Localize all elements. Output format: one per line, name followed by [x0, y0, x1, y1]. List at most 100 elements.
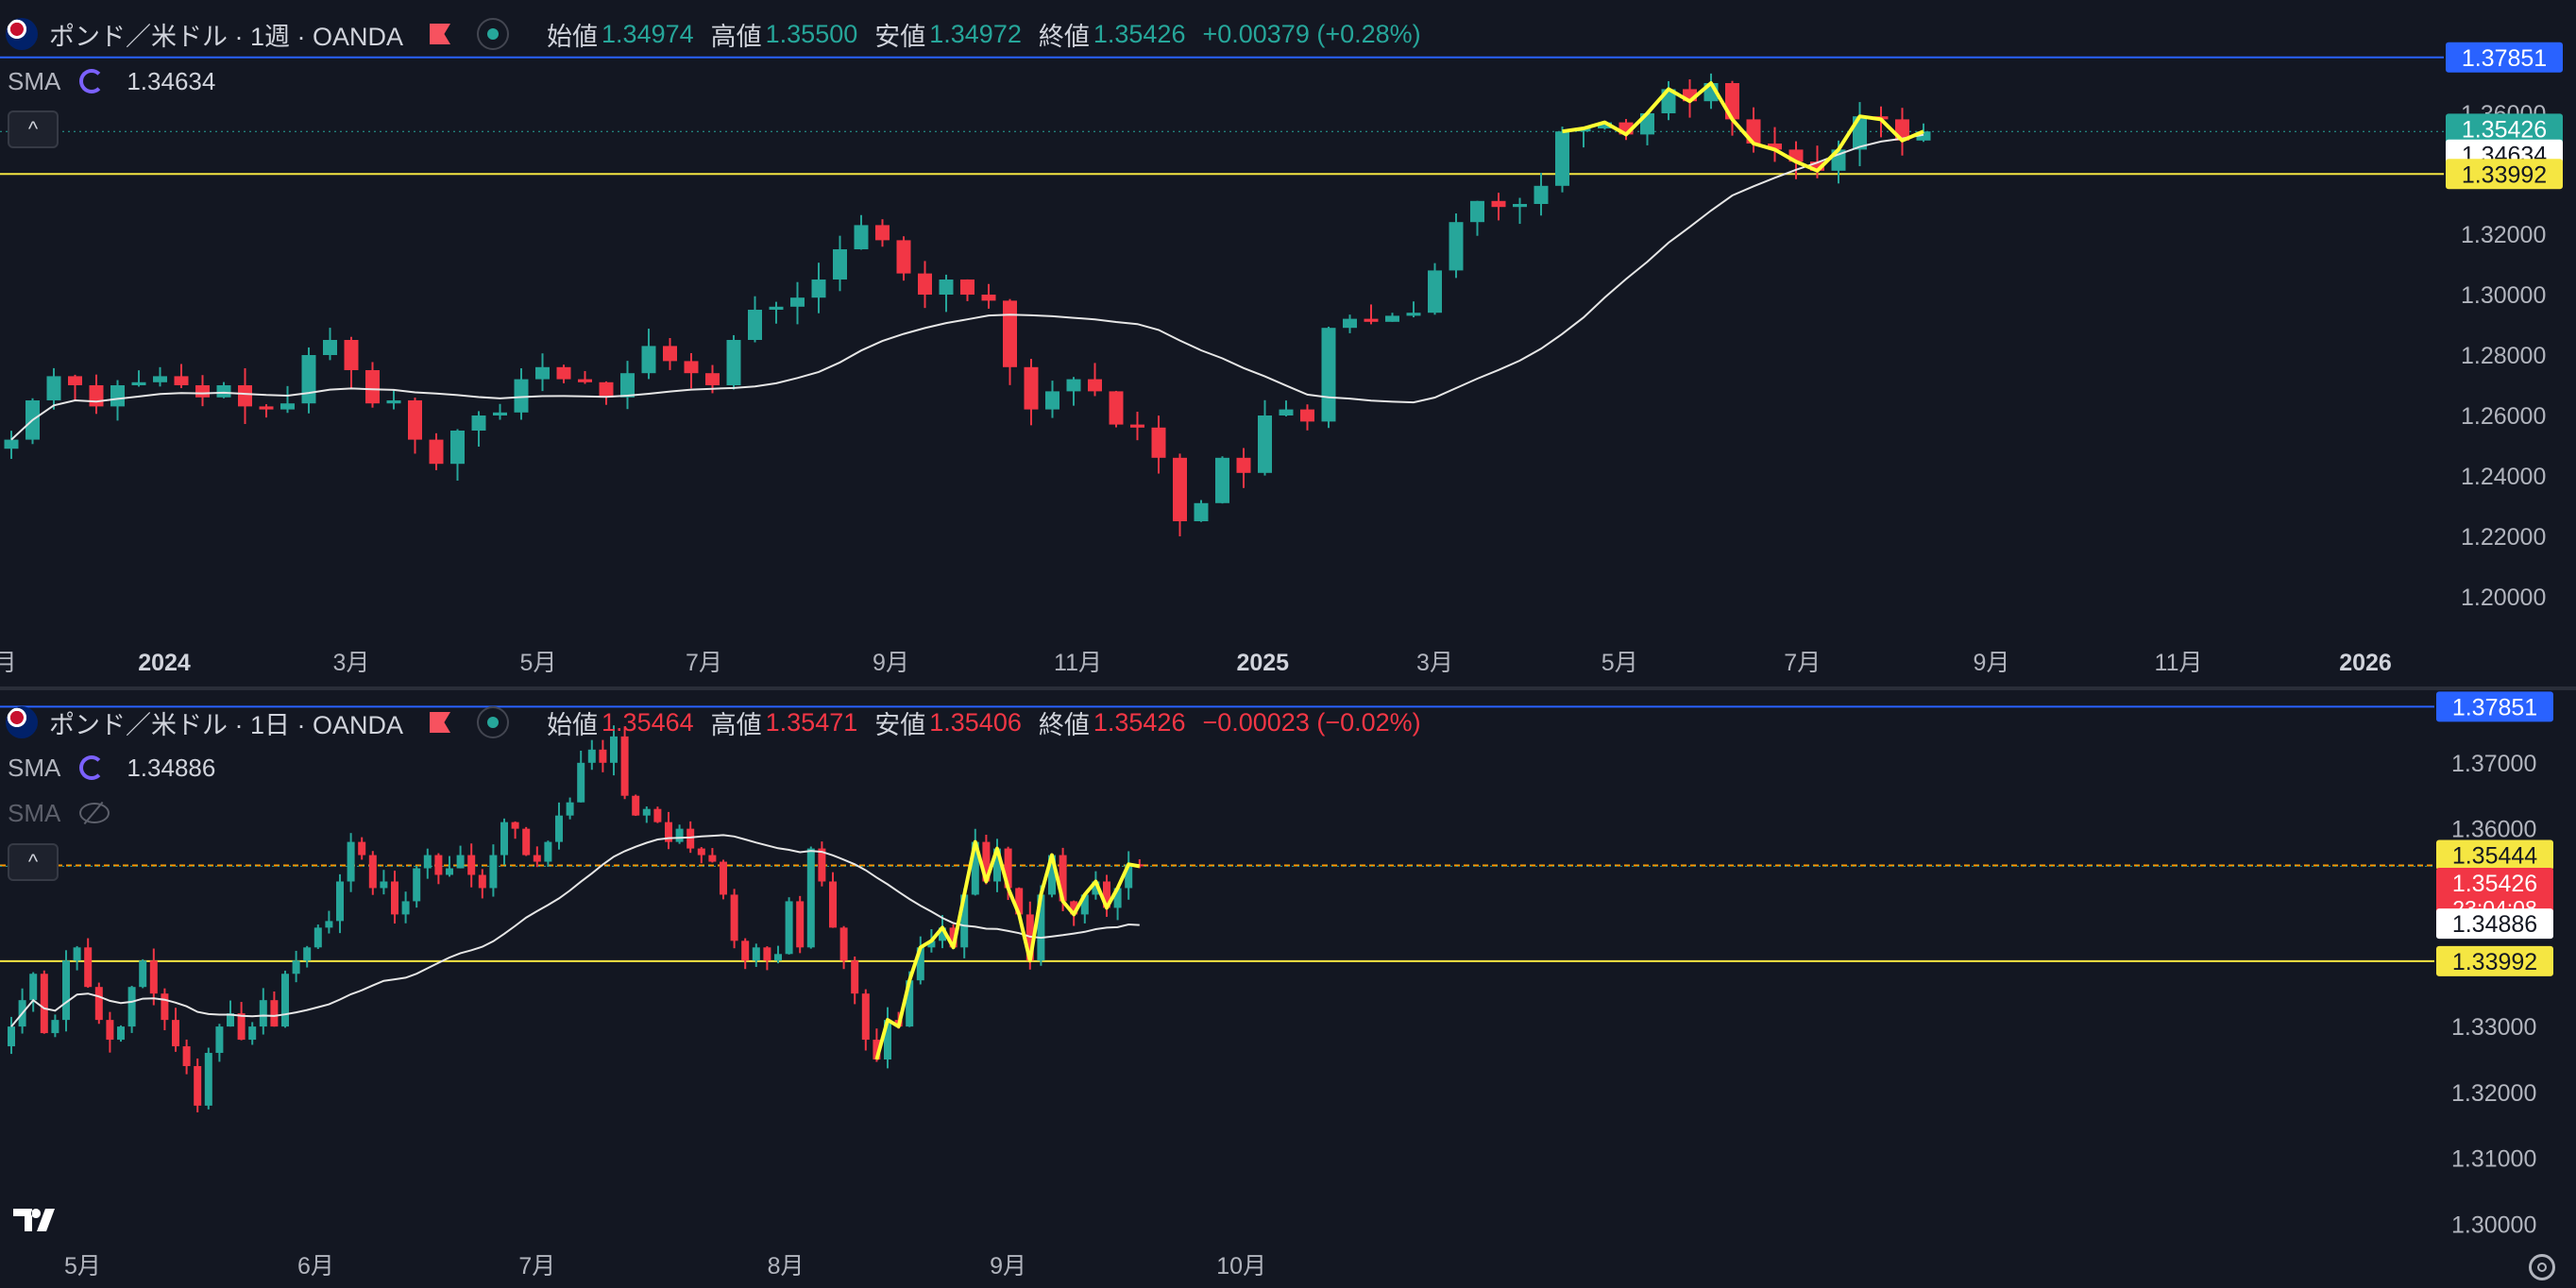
weekly-sma-line[interactable] — [10, 133, 1924, 441]
daily-candle-17[interactable] — [194, 1065, 202, 1106]
weekly-candle-39[interactable] — [833, 249, 847, 280]
daily-candle-57[interactable] — [632, 795, 640, 816]
weekly-candle-45[interactable] — [960, 280, 974, 295]
daily-candle-77[interactable] — [851, 960, 859, 994]
daily-candle-27[interactable] — [303, 947, 312, 961]
daily-chart-canvas[interactable]: 1.300001.310001.320001.330001.340001.350… — [0, 690, 2576, 1288]
daily-candle-69[interactable] — [763, 947, 771, 961]
daily-candle-20[interactable] — [227, 1013, 234, 1027]
daily-candle-83[interactable] — [916, 947, 924, 981]
daily-candle-22[interactable] — [248, 1026, 257, 1041]
daily-candle-0[interactable] — [8, 1026, 15, 1047]
daily-candle-14[interactable] — [161, 993, 169, 1021]
daily-candle-54[interactable] — [599, 749, 607, 763]
weekly-candle-3[interactable] — [68, 376, 82, 385]
daily-candle-12[interactable] — [139, 960, 147, 988]
weekly-candle-31[interactable] — [663, 346, 677, 362]
daily-candle-82[interactable] — [906, 980, 914, 1027]
daily-sma-legend[interactable]: SMA 1.34886 — [8, 751, 215, 785]
daily-candle-15[interactable] — [172, 1020, 179, 1047]
daily-candle-68[interactable] — [752, 947, 760, 961]
daily-candle-3[interactable] — [40, 974, 48, 1034]
daily-candle-44[interactable] — [489, 855, 498, 889]
weekly-candle-90[interactable] — [1916, 131, 1931, 141]
weekly-candle-42[interactable] — [896, 240, 911, 274]
weekly-candle-4[interactable] — [89, 385, 104, 407]
weekly-candle-43[interactable] — [918, 273, 932, 295]
daily-candle-41[interactable] — [456, 855, 465, 869]
weekly-candle-2[interactable] — [46, 376, 61, 400]
weekly-candle-51[interactable] — [1088, 379, 1102, 392]
daily-candle-36[interactable] — [401, 901, 410, 915]
eye-slash-icon[interactable] — [79, 803, 110, 823]
weekly-candle-32[interactable] — [684, 361, 699, 374]
daily-candle-25[interactable] — [281, 974, 289, 1027]
daily-candle-86[interactable] — [949, 927, 958, 948]
weekly-candle-66[interactable] — [1406, 313, 1421, 316]
daily-candle-30[interactable] — [336, 881, 344, 922]
weekly-candle-54[interactable] — [1151, 427, 1166, 458]
daily-candle-18[interactable] — [204, 1053, 212, 1106]
daily-candle-99[interactable] — [1092, 881, 1100, 895]
weekly-candle-58[interactable] — [1236, 457, 1251, 473]
weekly-candle-69[interactable] — [1470, 200, 1484, 223]
weekly-candle-11[interactable] — [238, 385, 252, 407]
daily-candle-56[interactable] — [620, 736, 629, 796]
daily-candle-21[interactable] — [237, 1013, 246, 1041]
weekly-candle-6[interactable] — [131, 381, 146, 385]
weekly-candle-13[interactable] — [280, 403, 295, 410]
weekly-candle-68[interactable] — [1449, 222, 1464, 271]
weekly-chart-canvas[interactable]: 1.20000 1.22000 1.24000 1.26000 1.28000 1.300… — [0, 0, 2576, 686]
daily-candle-4[interactable] — [51, 1020, 59, 1034]
weekly-zigzag-drawing[interactable] — [1562, 81, 1924, 173]
weekly-candle-22[interactable] — [471, 415, 486, 431]
weekly-candle-47[interactable] — [1003, 300, 1017, 367]
weekly-candle-64[interactable] — [1364, 318, 1379, 322]
weekly-candle-53[interactable] — [1130, 424, 1144, 428]
daily-candle-76[interactable] — [839, 927, 848, 961]
daily-candle-9[interactable] — [106, 1020, 114, 1041]
weekly-candle-41[interactable] — [875, 225, 890, 241]
weekly-candle-12[interactable] — [259, 406, 274, 410]
weekly-candle-71[interactable] — [1513, 204, 1527, 208]
daily-candle-43[interactable] — [478, 874, 486, 889]
daily-candle-16[interactable] — [182, 1046, 191, 1066]
daily-candle-90[interactable] — [993, 848, 1001, 882]
daily-candle-51[interactable] — [566, 802, 574, 816]
daily-candle-31[interactable] — [347, 841, 355, 882]
daily-candle-92[interactable] — [1015, 888, 1024, 915]
weekly-candle-36[interactable] — [769, 306, 784, 310]
refresh-cycle-icon[interactable] — [79, 755, 105, 780]
daily-candle-60[interactable] — [665, 822, 672, 842]
daily-candle-8[interactable] — [94, 987, 103, 1021]
weekly-candle-56[interactable] — [1194, 502, 1209, 521]
weekly-candle-40[interactable] — [854, 225, 869, 249]
chevron-up-icon[interactable]: ^ — [8, 843, 59, 881]
daily-candle-67[interactable] — [741, 941, 750, 961]
weekly-candle-57[interactable] — [1215, 457, 1229, 503]
daily-candle-72[interactable] — [796, 901, 805, 948]
daily-candle-40[interactable] — [446, 868, 453, 875]
weekly-candle-72[interactable] — [1534, 185, 1549, 204]
daily-candle-47[interactable] — [522, 828, 531, 856]
daily-candle-100[interactable] — [1103, 881, 1110, 908]
daily-candle-70[interactable] — [774, 954, 782, 961]
daily-candle-88[interactable] — [971, 841, 979, 895]
daily-symbol-title[interactable]: ポンド／米ドル · 1日 · OANDA — [49, 710, 404, 739]
daily-candle-35[interactable] — [391, 881, 398, 915]
weekly-candle-19[interactable] — [408, 400, 422, 440]
daily-candle-78[interactable] — [861, 993, 870, 1041]
gear-icon[interactable] — [2529, 1254, 2555, 1280]
daily-candle-49[interactable] — [544, 841, 552, 862]
daily-candle-73[interactable] — [806, 848, 815, 948]
daily-candle-33[interactable] — [368, 855, 377, 889]
daily-candle-96[interactable] — [1059, 855, 1067, 902]
daily-candle-59[interactable] — [653, 808, 662, 822]
weekly-candle-67[interactable] — [1428, 270, 1442, 314]
weekly-candle-46[interactable] — [981, 295, 996, 301]
weekly-candle-5[interactable] — [110, 385, 125, 407]
weekly-candle-37[interactable] — [790, 297, 805, 307]
weekly-candle-48[interactable] — [1024, 366, 1039, 410]
pane-divider[interactable] — [0, 686, 2576, 690]
daily-zigzag-drawing[interactable] — [874, 839, 1141, 1060]
